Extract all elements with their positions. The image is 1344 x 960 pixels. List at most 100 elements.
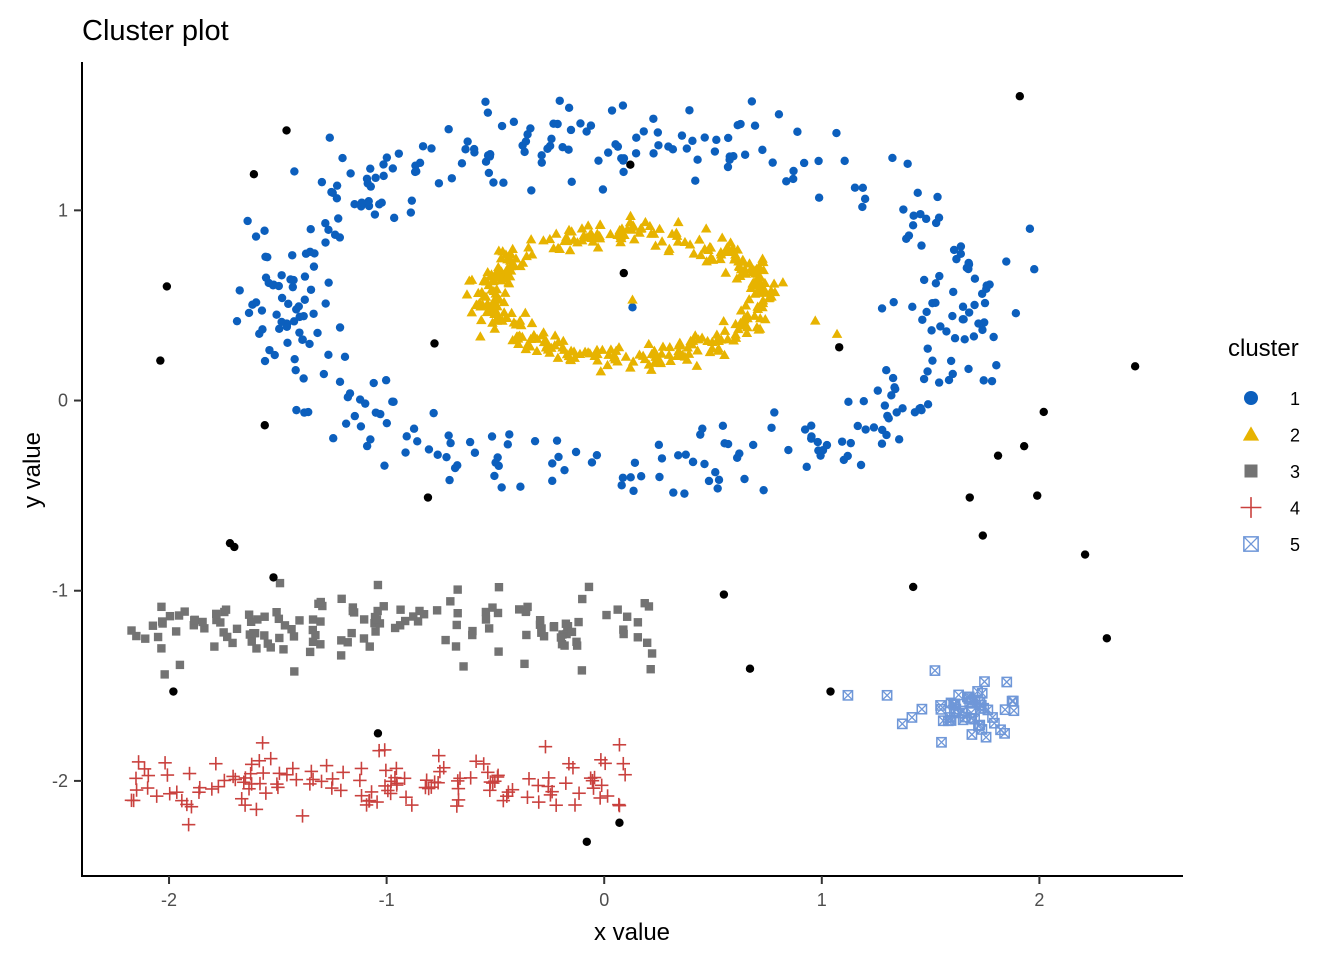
point-series-noise — [626, 160, 635, 169]
point-series-3 — [336, 651, 346, 660]
series-4 — [124, 736, 632, 832]
point-series-2 — [584, 229, 596, 239]
point-series-3 — [647, 649, 657, 658]
point-series-1 — [770, 408, 779, 417]
point-series-4 — [543, 788, 558, 802]
point-series-2 — [654, 223, 665, 233]
point-series-1 — [693, 155, 702, 164]
point-series-2 — [612, 356, 623, 366]
point-series-1 — [619, 167, 628, 177]
point-series-1 — [244, 308, 254, 318]
point-series-2 — [684, 239, 696, 249]
point-series-2 — [745, 282, 757, 293]
point-series-3 — [539, 632, 549, 641]
point-series-1 — [379, 171, 388, 181]
point-series-1 — [700, 133, 709, 142]
point-series-3 — [260, 612, 269, 621]
point-series-1 — [807, 421, 816, 430]
point-series-noise — [965, 493, 974, 502]
point-series-2 — [716, 232, 728, 242]
point-series-1 — [934, 378, 944, 387]
point-series-1 — [682, 144, 692, 153]
point-series-5 — [842, 689, 854, 701]
point-series-1 — [789, 166, 798, 176]
point-series-3 — [451, 642, 461, 651]
point-series-1 — [295, 312, 304, 322]
point-series-1 — [592, 450, 602, 460]
point-series-4 — [538, 739, 553, 754]
point-series-2 — [595, 366, 607, 376]
point-series-2 — [672, 236, 684, 246]
point-series-1 — [985, 280, 994, 289]
point-series-1 — [516, 482, 525, 491]
x-tick-label: -1 — [379, 890, 395, 910]
point-series-1 — [429, 408, 438, 418]
point-series-1 — [639, 127, 648, 136]
point-series-2 — [693, 334, 704, 344]
point-series-5 — [942, 715, 954, 727]
point-series-1 — [750, 121, 760, 130]
point-series-3 — [253, 615, 262, 624]
point-series-1 — [974, 319, 983, 328]
point-series-2 — [754, 323, 766, 333]
point-series-2 — [748, 265, 760, 275]
point-series-2 — [738, 313, 750, 323]
point-series-1 — [445, 475, 454, 485]
point-series-noise — [230, 542, 239, 552]
point-series-1 — [324, 278, 333, 287]
point-series-3 — [349, 608, 359, 617]
point-series-4 — [612, 738, 627, 752]
point-series-5 — [973, 720, 984, 732]
point-series-1 — [381, 376, 391, 385]
point-series-2 — [650, 240, 661, 250]
point-series-1 — [903, 159, 912, 168]
point-series-2 — [514, 330, 525, 340]
point-series-3 — [308, 637, 318, 647]
point-series-2 — [510, 253, 522, 263]
point-series-3 — [316, 597, 325, 607]
point-series-2 — [542, 344, 554, 354]
point-series-1 — [688, 457, 698, 467]
point-series-3 — [400, 616, 410, 626]
point-series-1 — [960, 335, 969, 344]
point-series-3 — [522, 630, 531, 640]
point-series-1 — [681, 450, 690, 459]
point-series-1 — [887, 391, 896, 400]
legend: cluster 1 2 3 4 5 — [1228, 335, 1300, 555]
point-series-2 — [777, 277, 789, 287]
point-series-1 — [979, 376, 988, 385]
point-series-1 — [630, 458, 640, 467]
point-series-noise — [978, 531, 988, 540]
point-series-2 — [810, 315, 821, 325]
series-2 — [461, 210, 843, 376]
point-series-1 — [257, 306, 267, 315]
point-series-1 — [883, 411, 892, 421]
point-series-1 — [970, 274, 980, 283]
point-series-4 — [390, 776, 404, 791]
point-series-5 — [929, 665, 941, 676]
point-series-1 — [290, 354, 299, 364]
point-series-4 — [244, 757, 259, 772]
point-series-1 — [394, 149, 404, 158]
x-axis-label: x value — [594, 919, 670, 946]
point-series-1 — [415, 158, 425, 168]
point-series-1 — [341, 419, 351, 428]
point-series-4 — [162, 787, 177, 801]
point-series-1 — [700, 459, 709, 469]
x-tick-label: 2 — [1034, 890, 1044, 910]
point-series-3 — [572, 641, 582, 650]
point-series-2 — [733, 261, 745, 271]
point-series-3 — [481, 615, 491, 624]
point-series-3 — [219, 628, 228, 637]
point-series-2 — [561, 231, 572, 242]
point-series-4 — [586, 781, 601, 795]
point-series-2 — [757, 253, 768, 263]
point-series-1 — [915, 404, 924, 413]
point-series-2 — [620, 351, 632, 361]
point-series-1 — [989, 332, 998, 342]
point-series-2 — [476, 314, 487, 325]
point-series-3 — [348, 603, 358, 612]
point-series-3 — [432, 606, 442, 615]
point-series-1 — [503, 440, 513, 449]
point-series-1 — [345, 389, 355, 398]
